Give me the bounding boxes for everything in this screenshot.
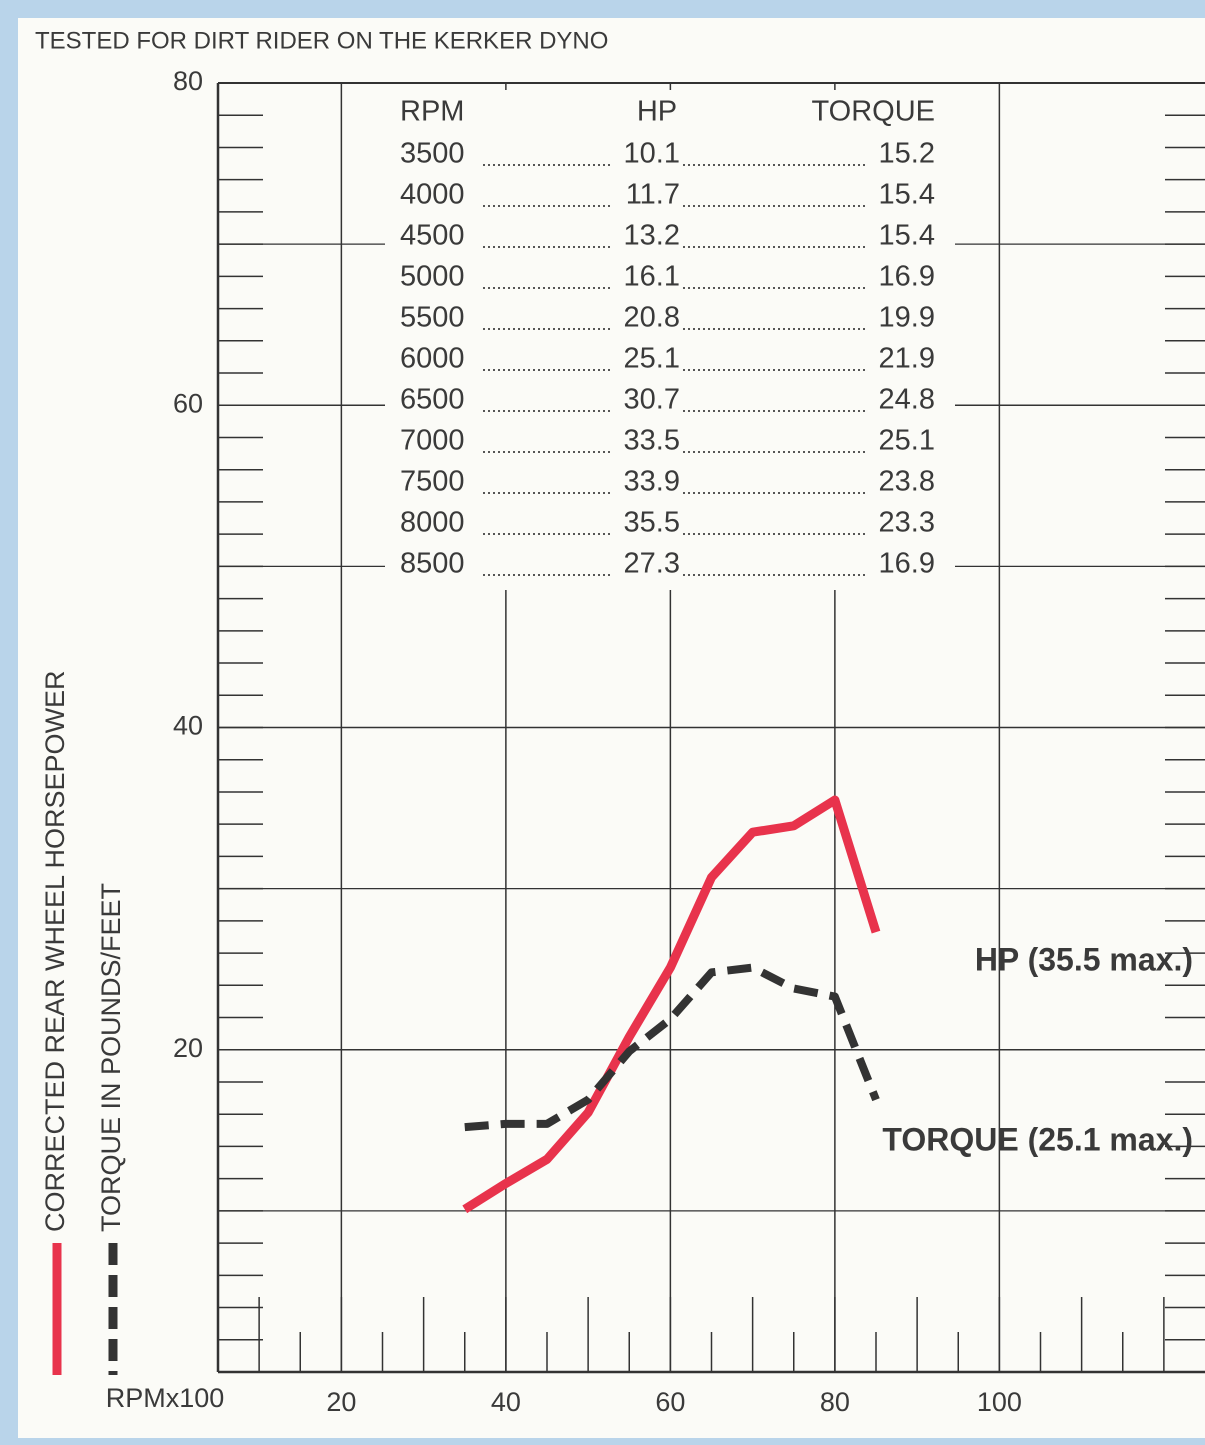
x-tick-label: 40: [491, 1387, 521, 1417]
table-cell: 15.2: [879, 138, 935, 170]
x-tick-label: 60: [655, 1387, 685, 1417]
table-cell: 21.9: [879, 343, 935, 375]
x-tick-label: 100: [977, 1387, 1022, 1417]
table-cell: 15.4: [879, 179, 935, 211]
table-cell: 16.9: [879, 548, 935, 580]
annotation: HP (35.5 max.): [975, 941, 1193, 977]
table-cell: 30.7: [624, 384, 680, 416]
table-cell: 19.9: [879, 302, 935, 334]
annotation: TORQUE (25.1 max.): [882, 1121, 1193, 1157]
table-cell: 23.8: [879, 466, 935, 498]
y-tick-label: 20: [173, 1033, 203, 1063]
table-cell: 33.5: [624, 425, 680, 457]
table-cell: 25.1: [879, 425, 935, 457]
x-tick-label: 80: [820, 1387, 850, 1417]
x-tick-label: 20: [326, 1387, 356, 1417]
table-cell: 5000: [400, 261, 465, 293]
table-cell: 13.2: [624, 220, 680, 252]
table-cell: 24.8: [879, 384, 935, 416]
y-tick-label: 40: [173, 711, 203, 741]
table-cell: 16.1: [624, 261, 680, 293]
chart-title: TESTED FOR DIRT RIDER ON THE KERKER DYNO: [35, 27, 608, 54]
table-cell: 4500: [400, 220, 465, 252]
series-line: [462, 795, 881, 1214]
table-cell: 15.4: [879, 220, 935, 252]
table-cell: 25.1: [624, 343, 680, 375]
legend-label: TORQUE IN POUNDS/FEET: [96, 883, 126, 1232]
y-tick-label: 80: [173, 66, 203, 96]
table-cell: 20.8: [624, 302, 680, 334]
table: RPM HP TORQUE 3500 10.1 15.2 4000 11.7 15.4 4500 1…: [385, 90, 955, 590]
y-tick-label: 60: [173, 388, 203, 418]
table-header: HP: [637, 96, 677, 128]
table-header: TORQUE: [811, 96, 935, 128]
table-cell: 4000: [400, 179, 465, 211]
table-cell: 16.9: [879, 261, 935, 293]
table-cell: 5500: [400, 302, 465, 334]
table-background: [385, 90, 955, 590]
series-line: [464, 963, 880, 1132]
x-axis-label: RPMx100: [106, 1383, 225, 1413]
table-cell: 23.3: [879, 507, 935, 539]
table-header: RPM: [400, 96, 464, 128]
legend-label: CORRECTED REAR WHEEL HORSEPOWER: [40, 670, 70, 1232]
table-cell: 6500: [400, 384, 465, 416]
table-cell: 6000: [400, 343, 465, 375]
table-cell: 35.5: [624, 507, 680, 539]
table-cell: 7000: [400, 425, 465, 457]
table-cell: 8500: [400, 548, 465, 580]
table-cell: 27.3: [624, 548, 680, 580]
table-cell: 33.9: [624, 466, 680, 498]
table-cell: 11.7: [626, 179, 680, 211]
table-cell: 8000: [400, 507, 465, 539]
table-cell: 10.1: [624, 138, 680, 170]
table-cell: 7500: [400, 466, 465, 498]
table-cell: 3500: [400, 138, 465, 170]
